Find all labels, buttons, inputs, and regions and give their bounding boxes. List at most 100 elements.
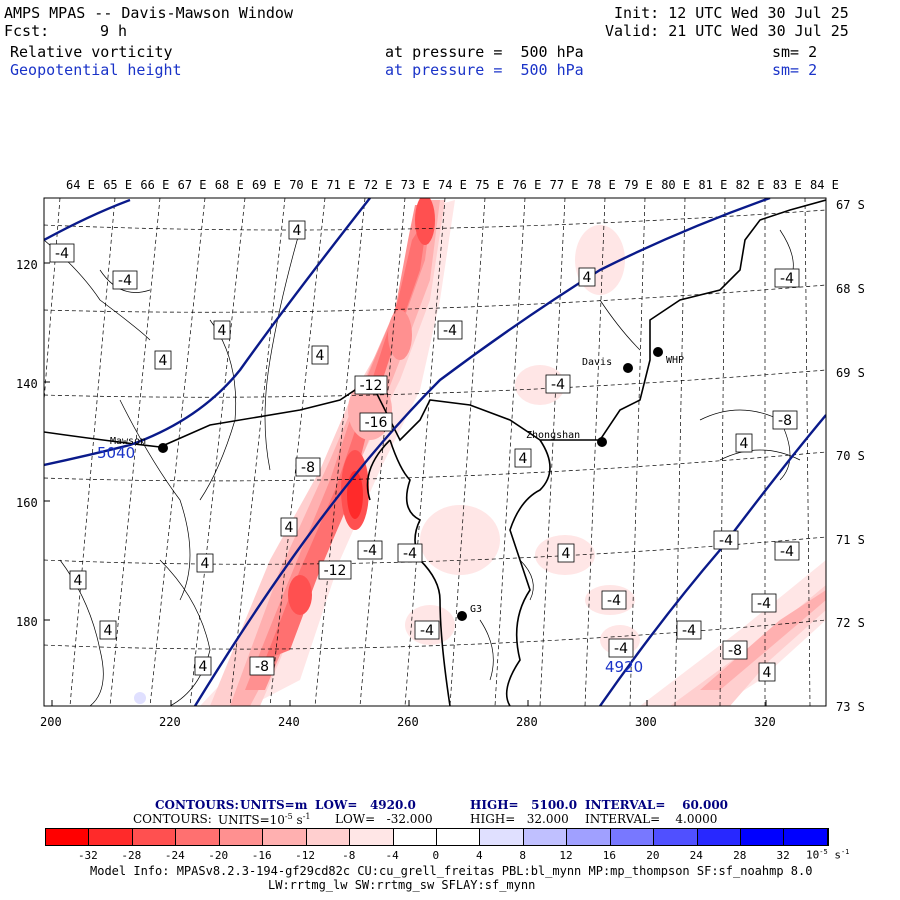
vorticity-label: -4 — [719, 533, 733, 549]
vorticity-label: -4 — [614, 641, 628, 657]
vorticity-label-box — [49, 243, 75, 263]
station-label-mawson: Mawson — [110, 436, 146, 447]
station-marker-zhongshan — [597, 437, 607, 447]
vorticity-label: 4 — [201, 556, 210, 572]
vorticity-label-box — [601, 590, 627, 610]
vorticity-label-box — [722, 640, 748, 660]
vorticity-label: 4 — [74, 573, 83, 589]
top-axis-label: 71 E — [326, 178, 356, 192]
vorticity-label-box — [774, 541, 800, 561]
station-marker-mawson — [158, 443, 168, 453]
vorticity-label-box — [280, 517, 298, 537]
colorbar-unit: 10-5 s-1 — [806, 848, 850, 862]
colorbar-swatch — [610, 829, 655, 845]
vorticity-label: 4 — [763, 665, 772, 681]
left-axis-label: 180 — [16, 615, 38, 629]
vorticity-label: -4 — [780, 544, 794, 560]
field1-smoothing: sm= 2 — [772, 43, 818, 61]
vorticity-label-box — [69, 570, 87, 590]
station-marker-whp — [653, 347, 663, 357]
bottom-axis-label: 220 — [159, 715, 181, 729]
vorticity-label-box — [354, 375, 388, 395]
vorticity-label-box — [545, 374, 571, 394]
colorbar-tick-label: 16 — [602, 849, 617, 862]
colorbar-tick-label: 4 — [475, 849, 483, 862]
colorbar-tick-label: -16 — [251, 849, 272, 862]
colorbar — [45, 828, 829, 846]
right-axis-label: 68 S — [836, 282, 865, 296]
bottom-axis-label: 200 — [40, 715, 62, 729]
forecast-label: Fcst: — [4, 22, 50, 40]
colorbar-swatch — [393, 829, 437, 845]
field1-name: Relative vorticity — [10, 43, 173, 61]
graticule — [44, 198, 826, 706]
colorbar-tick-label: -20 — [208, 849, 229, 862]
colorbar-swatch — [436, 829, 481, 845]
right-axis-label: 70 S — [836, 449, 865, 463]
field2-smoothing: sm= 2 — [772, 61, 818, 79]
colorbar-tick-label: -4 — [385, 849, 399, 862]
right-axis-label: 72 S — [836, 616, 865, 630]
colorbar-tick-label: 0 — [432, 849, 440, 862]
top-axis-label: 66 E — [140, 178, 170, 192]
valid-time: Valid: 21 UTC Wed 30 Jul 25 — [605, 22, 849, 40]
contour-info-units: UNITS=10-5 s-1 — [218, 812, 311, 827]
contour-info-prefix: CONTOURS: — [155, 798, 239, 812]
field1-level: at pressure = 500 hPa — [385, 43, 584, 61]
right-axis-label: 71 S — [836, 533, 865, 547]
colorbar-tick-label: 8 — [519, 849, 526, 862]
vorticity-label-box — [196, 553, 214, 573]
station-label-g3: G3 — [470, 604, 482, 615]
vorticity-label-box — [514, 448, 532, 468]
bottom-axis-label: 300 — [635, 715, 657, 729]
colorbar-tick-label: -28 — [121, 849, 142, 862]
vorticity-label-box — [288, 220, 306, 240]
forecast-hour: 9 h — [100, 22, 128, 40]
vorticity-shading — [134, 198, 826, 706]
vorticity-labels: -4 -4 4 4 4 4 4 -12 -16 -4 -8 -4 -4 -8 4 4 4 -12 -4 -4 4 -4 -4… — [49, 220, 800, 682]
contour-info-interval: INTERVAL= 60.000 — [585, 798, 729, 812]
contour-info-high: HIGH= 5100.0 — [470, 798, 578, 812]
colorbar-swatch — [654, 829, 698, 845]
top-axis-label: 79 E — [624, 178, 653, 192]
vorticity-label: -4 — [607, 593, 621, 609]
left-axis-label: 120 — [16, 258, 38, 272]
colorbar-swatch — [741, 829, 785, 845]
vorticity-label-box — [735, 433, 753, 453]
vorticity-label: -8 — [255, 659, 269, 675]
model-info-line2: LW:rrtmg_lw SW:rrtmg_sw SFLAY:sf_mynn — [268, 878, 536, 892]
vorticity-label-box — [772, 410, 798, 430]
top-axis-label: 72 E — [363, 178, 393, 192]
vorticity-label-box — [774, 268, 800, 288]
station-label-zhongshan: Zhongshan — [526, 430, 580, 441]
stations: Mawson Davis WHP Zhongshan G3 — [110, 347, 684, 621]
vorticity-label: -16 — [365, 415, 388, 431]
vorticity-label: 4 — [159, 353, 168, 369]
vorticity-label-box — [758, 662, 776, 682]
colorbar-tick-label: -12 — [295, 849, 316, 862]
vorticity-label: 4 — [583, 270, 592, 286]
vorticity-label-box — [676, 620, 702, 640]
vorticity-label-box — [713, 530, 739, 550]
vorticity-label: 4 — [199, 659, 208, 675]
left-axis-label: 140 — [16, 377, 38, 391]
bottom-axis-label: 280 — [516, 715, 538, 729]
contour-info-units: UNITS=m — [240, 798, 308, 812]
vorticity-label: -8 — [778, 413, 792, 429]
top-axis-label: 65 E — [103, 178, 133, 192]
vorticity-label: -4 — [403, 546, 417, 562]
vorticity-label-box — [414, 620, 440, 640]
right-axis-label: 67 S — [836, 198, 865, 212]
colorbar-tick-label: 32 — [776, 849, 790, 862]
vorticity-label: -12 — [360, 378, 383, 394]
vorticity-label: 4 — [285, 520, 294, 536]
vorticity-label: 4 — [562, 546, 571, 562]
colorbar-swatch — [263, 829, 307, 845]
vorticity-label-box — [318, 560, 352, 580]
station-label-davis: Davis — [582, 357, 612, 368]
height-label: 5040 — [97, 444, 135, 462]
colorbar-swatch — [89, 829, 133, 845]
bottom-axis-label: 260 — [397, 715, 419, 729]
top-axis-label: 69 E — [252, 178, 281, 192]
top-axis-label: 67 E — [177, 178, 207, 192]
